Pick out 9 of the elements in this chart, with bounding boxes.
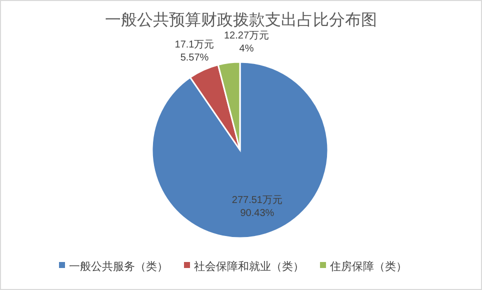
text: 4%	[239, 43, 254, 54]
chart-title: 一般公共预算财政拨款支出占比分布图	[105, 11, 377, 29]
text: 12.27万元	[224, 30, 270, 42]
text: 90.43%	[240, 208, 274, 219]
text: 17.1万元	[174, 39, 214, 50]
text: 5.57%	[180, 52, 209, 64]
legend-label: 一般公共服务（类）	[69, 260, 168, 273]
legend-label: 住房保障（类）	[330, 260, 407, 273]
text: 277.51万元	[232, 194, 282, 206]
